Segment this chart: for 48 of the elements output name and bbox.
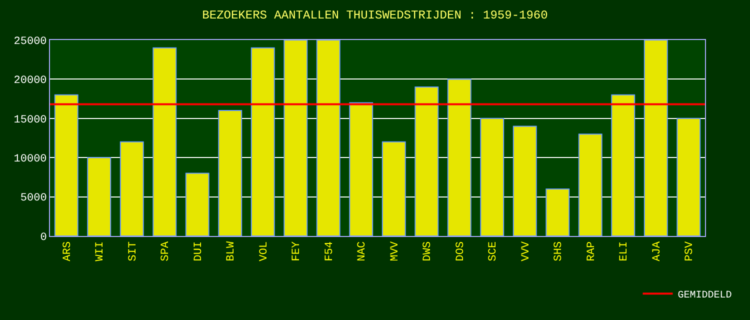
y-tick-label: 10000: [14, 153, 47, 166]
x-tick-label: MVV: [389, 241, 402, 262]
bar: [185, 172, 210, 236]
x-tick-label: VVV: [520, 241, 532, 262]
x-tick-label: RAP: [586, 241, 598, 262]
chart-title: BEZOEKERS AANTALLEN THUISWEDSTRIJDEN : 1959-1960: [202, 8, 548, 23]
y-tick-label: 25000: [14, 36, 47, 48]
legend-label: GEMIDDELD: [678, 290, 732, 302]
x-tick-label: SHS: [553, 241, 566, 262]
bar: [284, 40, 308, 236]
bar: [644, 40, 668, 236]
x-tick-label: NAC: [356, 241, 369, 262]
bar: [120, 141, 144, 236]
bar: [316, 40, 340, 236]
bar: [382, 141, 406, 236]
x-tick-label: PSV: [684, 241, 696, 262]
bar: [54, 94, 78, 236]
bar: [87, 157, 112, 236]
x-tick-label: FEY: [291, 241, 304, 262]
x-tick-label: AJA: [651, 241, 664, 262]
y-tick-label: 20000: [14, 75, 47, 88]
x-tick-label: ARS: [62, 241, 74, 262]
x-tick-label: SPA: [160, 241, 172, 262]
bar: [512, 126, 537, 236]
x-tick-label: WII: [94, 241, 107, 262]
x-tick-label: DOS: [454, 241, 467, 262]
x-tick-label: ELI: [618, 241, 631, 262]
x-tick-label: SCE: [488, 241, 500, 262]
bar: [578, 134, 602, 236]
x-tick-label: SIT: [127, 241, 140, 262]
bar: [546, 188, 570, 236]
x-tick-label: VOL: [258, 241, 270, 262]
bar: [250, 47, 275, 236]
y-tick-label: 5000: [20, 192, 47, 205]
x-tick-label: DWS: [422, 241, 434, 262]
bar: [447, 78, 472, 236]
x-tick-label: F54: [324, 241, 336, 262]
y-tick-label: 0: [40, 232, 47, 244]
bar: [349, 102, 374, 236]
bar: [218, 110, 242, 236]
bar: [676, 118, 701, 236]
x-tick-label: DUI: [192, 241, 205, 262]
bar: [152, 47, 177, 236]
bar: [480, 118, 504, 236]
bar: [611, 94, 636, 236]
x-tick-label: BLW: [226, 241, 238, 262]
bar: [414, 86, 439, 236]
y-tick-label: 15000: [14, 114, 47, 126]
